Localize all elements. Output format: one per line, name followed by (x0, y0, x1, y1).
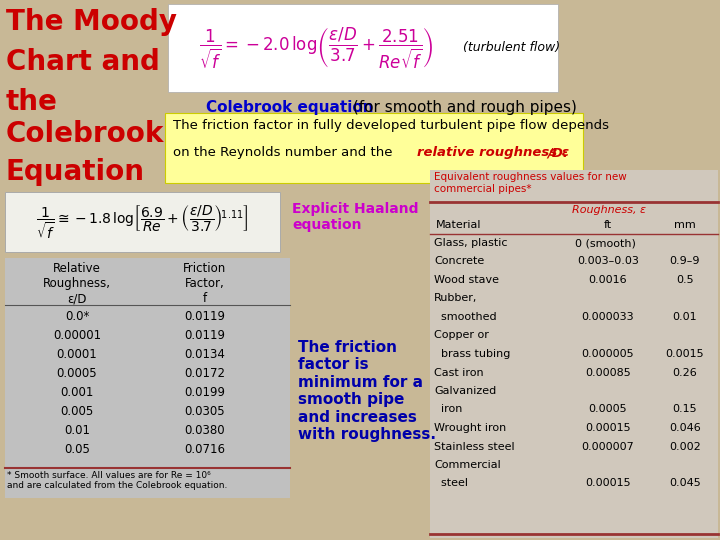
Text: mm: mm (674, 220, 696, 230)
Text: 0.045: 0.045 (669, 478, 701, 489)
Text: 0.26: 0.26 (672, 368, 698, 377)
Text: 0.9–9: 0.9–9 (670, 256, 701, 267)
Text: 0.0172: 0.0172 (184, 367, 225, 380)
Text: 0.0005: 0.0005 (57, 367, 97, 380)
Text: Material: Material (436, 220, 482, 230)
Text: 0.002: 0.002 (669, 442, 701, 451)
Text: (turbulent flow): (turbulent flow) (463, 42, 559, 55)
Text: Wrought iron: Wrought iron (434, 423, 506, 433)
Bar (168, 4, 558, 92)
Text: 0.01: 0.01 (64, 424, 90, 437)
Text: 0.0119: 0.0119 (184, 310, 225, 323)
Text: on the Reynolds number and the: on the Reynolds number and the (173, 146, 397, 159)
Text: Friction
Factor,
f: Friction Factor, f (184, 262, 227, 305)
Text: 0.0380: 0.0380 (185, 424, 225, 437)
Text: Equation: Equation (6, 158, 145, 186)
Text: Roughness, ε: Roughness, ε (572, 205, 646, 215)
Text: Explicit Haaland
equation: Explicit Haaland equation (292, 202, 418, 232)
Text: 0.003–0.03: 0.003–0.03 (577, 256, 639, 267)
Text: Commercial: Commercial (434, 460, 500, 470)
Text: ft: ft (604, 220, 612, 230)
Text: 0.0199: 0.0199 (184, 386, 225, 399)
Text: 0.000033: 0.000033 (582, 312, 634, 322)
Text: 0.0119: 0.0119 (184, 329, 225, 342)
Text: Copper or: Copper or (434, 330, 489, 341)
Text: 0.0134: 0.0134 (184, 348, 225, 361)
Text: Stainless steel: Stainless steel (434, 442, 515, 451)
Text: Rubber,: Rubber, (434, 294, 477, 303)
Text: the: the (6, 88, 58, 116)
Bar (5, 258, 290, 498)
Text: The friction factor in fully developed turbulent pipe flow depends: The friction factor in fully developed t… (173, 119, 609, 132)
Text: The friction
factor is
minimum for a
smooth pipe
and increases
with roughness.: The friction factor is minimum for a smo… (298, 340, 436, 442)
Text: 0.0001: 0.0001 (57, 348, 97, 361)
Text: 0.000005: 0.000005 (582, 349, 634, 359)
Text: 0.005: 0.005 (60, 405, 94, 418)
Text: 0.00085: 0.00085 (585, 368, 631, 377)
Text: 0.0015: 0.0015 (666, 349, 704, 359)
Text: 0.0005: 0.0005 (589, 404, 627, 415)
Text: * Smooth surface. All values are for Re = 10⁶
and are calculated from the Colebr: * Smooth surface. All values are for Re … (7, 471, 228, 490)
Text: 0.000007: 0.000007 (582, 442, 634, 451)
Text: 0.05: 0.05 (64, 443, 90, 456)
Text: Glass, plastic: Glass, plastic (434, 238, 508, 248)
Text: brass tubing: brass tubing (434, 349, 510, 359)
Text: 0.0*: 0.0* (65, 310, 89, 323)
Text: Concrete: Concrete (434, 256, 485, 267)
Text: 0.00015: 0.00015 (585, 478, 631, 489)
Text: Equivalent roughness values for new
commercial pipes*: Equivalent roughness values for new comm… (434, 172, 626, 194)
Text: 0 (smooth): 0 (smooth) (575, 238, 636, 248)
Text: 0.5: 0.5 (676, 275, 694, 285)
Text: Wood stave: Wood stave (434, 275, 499, 285)
Text: 0.15: 0.15 (672, 404, 697, 415)
Text: steel: steel (434, 478, 468, 489)
Text: 0.0016: 0.0016 (589, 275, 627, 285)
Text: Colebrook: Colebrook (6, 120, 164, 148)
Text: /D.: /D. (547, 146, 568, 159)
Text: The Moody: The Moody (6, 8, 177, 36)
Text: 0.0305: 0.0305 (185, 405, 225, 418)
Text: Chart and: Chart and (6, 48, 160, 76)
Text: Colebrook equation: Colebrook equation (206, 100, 374, 115)
Text: 0.01: 0.01 (672, 312, 697, 322)
Bar (165, 113, 583, 183)
Bar (430, 170, 718, 538)
Text: 0.00015: 0.00015 (585, 423, 631, 433)
Text: Cast iron: Cast iron (434, 368, 484, 377)
Text: 0.00001: 0.00001 (53, 329, 101, 342)
Text: smoothed: smoothed (434, 312, 497, 322)
Text: $\dfrac{1}{\sqrt{f}} = -2.0\,\log\!\left(\dfrac{\varepsilon/D}{3.7} + \dfrac{2.5: $\dfrac{1}{\sqrt{f}} = -2.0\,\log\!\left… (199, 25, 433, 71)
Bar (5, 192, 280, 252)
Text: (for smooth and rough pipes): (for smooth and rough pipes) (348, 100, 577, 115)
Text: relative roughness ε: relative roughness ε (417, 146, 569, 159)
Text: Galvanized: Galvanized (434, 386, 496, 396)
Text: $\dfrac{1}{\sqrt{f}} \cong -1.8\,\log\!\left[\dfrac{6.9}{Re}+\left(\dfrac{\varep: $\dfrac{1}{\sqrt{f}} \cong -1.8\,\log\!\… (36, 204, 249, 241)
Text: iron: iron (434, 404, 462, 415)
Text: Relative
Roughness,
ε/D: Relative Roughness, ε/D (43, 262, 111, 305)
Text: 0.046: 0.046 (669, 423, 701, 433)
Text: 0.001: 0.001 (60, 386, 94, 399)
Text: 0.0716: 0.0716 (184, 443, 225, 456)
